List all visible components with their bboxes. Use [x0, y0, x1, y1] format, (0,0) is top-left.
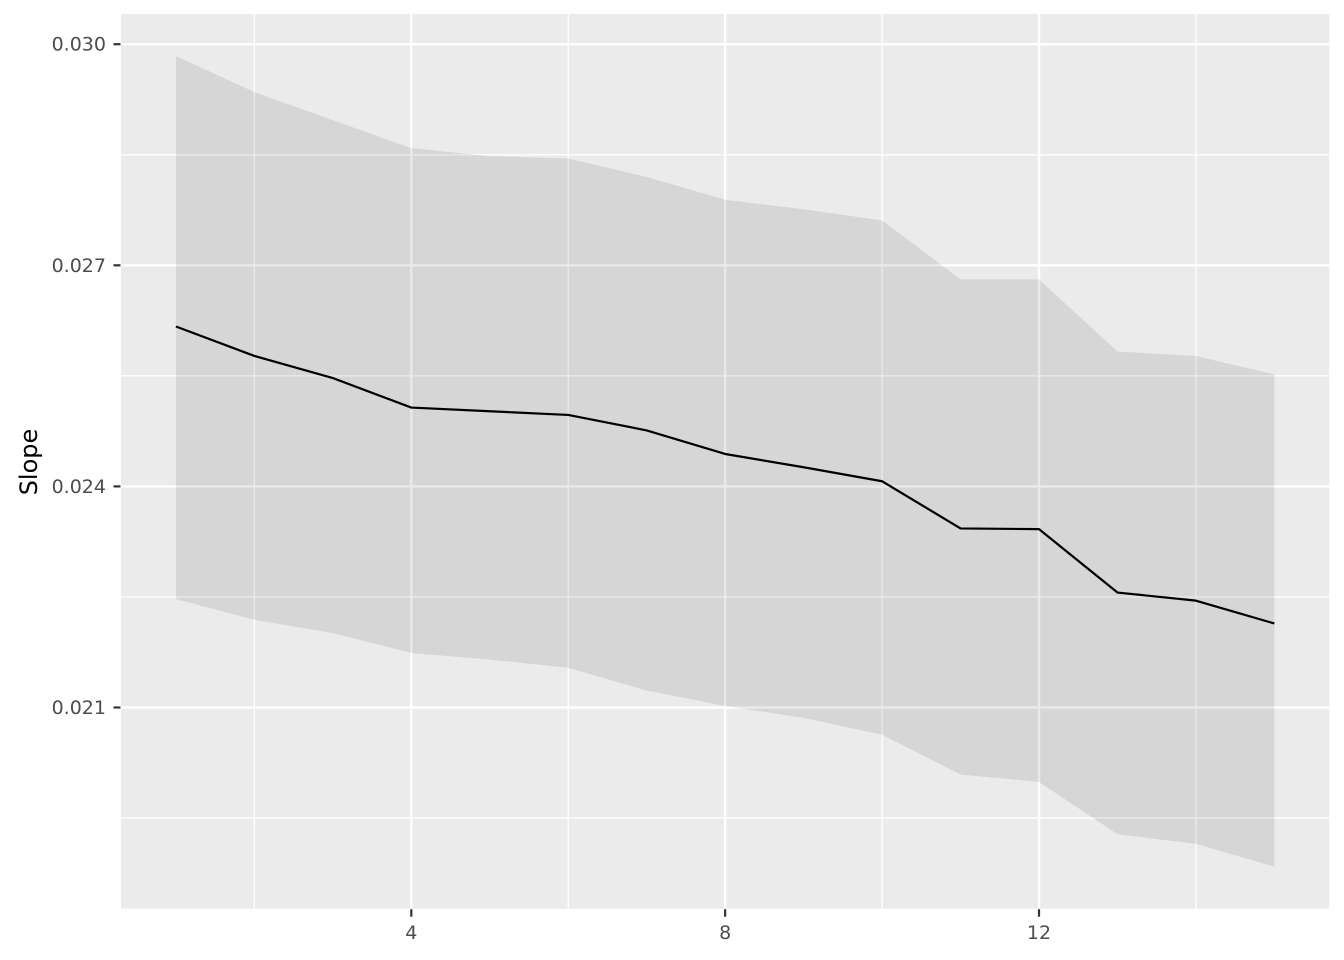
y-tick-label: 0.024 — [52, 476, 106, 498]
x-tick-label: 8 — [719, 922, 731, 944]
y-axis-title: Slope — [15, 428, 43, 496]
fit-line — [175, 325, 1275, 625]
y-tick-label: 0.030 — [52, 34, 106, 56]
x-tick-label: 4 — [405, 922, 417, 944]
x-tick-label: 12 — [1027, 922, 1051, 944]
y-tick-label: 0.021 — [52, 697, 106, 719]
confidence-ribbon — [175, 56, 1275, 867]
y-tick-label: 0.027 — [52, 255, 106, 277]
